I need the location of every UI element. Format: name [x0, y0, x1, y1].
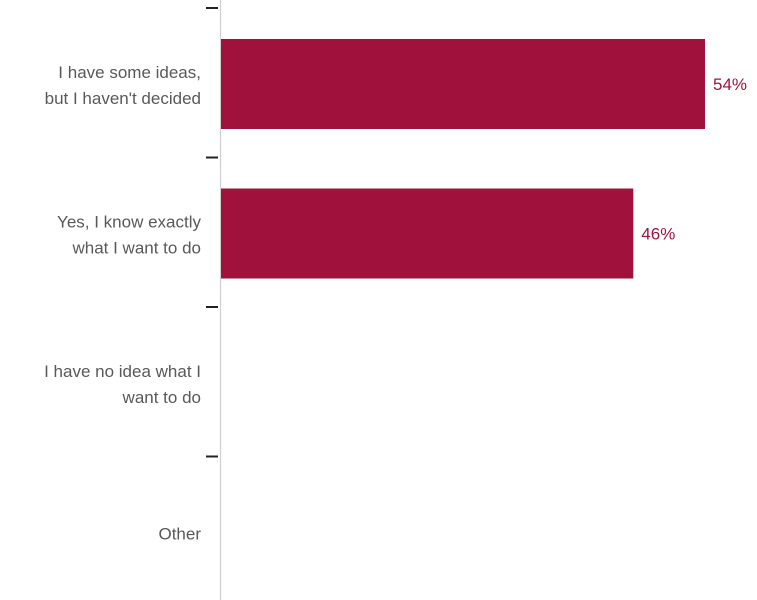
- value-label-1: 54%: [713, 75, 747, 94]
- category-label-2: Yes, I know exactly what I want to do: [57, 212, 201, 257]
- category-label-1: I have some ideas, but I haven't decided: [45, 63, 201, 108]
- bar-2: [221, 188, 634, 279]
- bar-1: [221, 39, 705, 129]
- category-label-4: Other: [158, 524, 201, 543]
- value-label-2: 46%: [641, 225, 675, 244]
